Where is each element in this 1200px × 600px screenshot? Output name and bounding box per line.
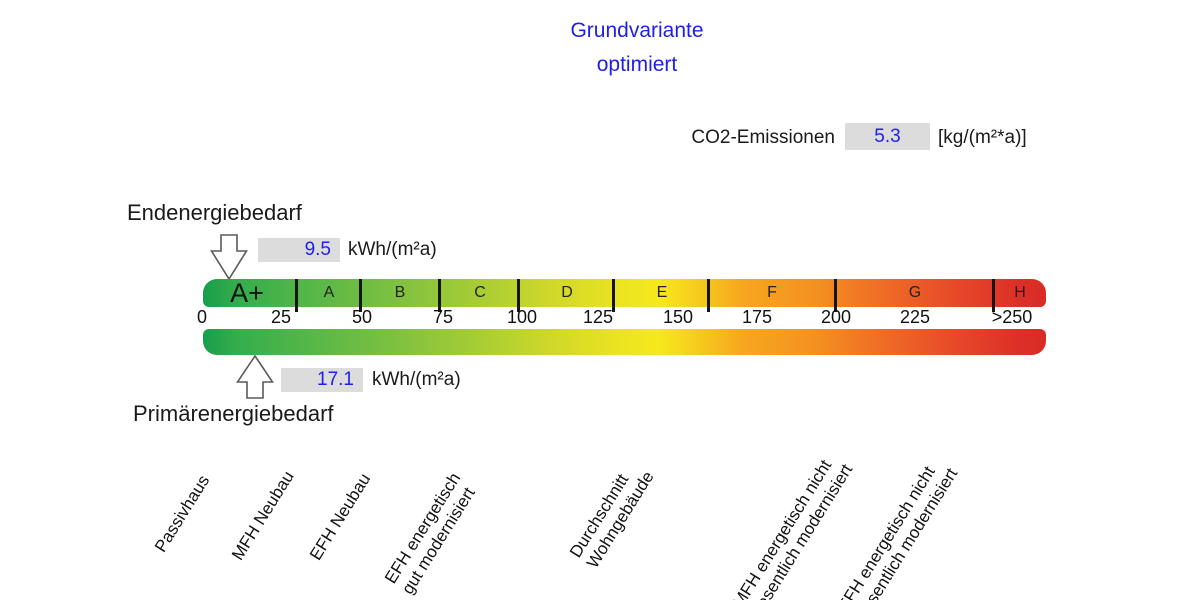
axis-tick-175: 175 <box>741 307 773 327</box>
endenergiebedarf-value: 9.5 <box>258 238 340 262</box>
axis-tick-225: 225 <box>899 307 931 327</box>
co2-emissions-value: 5.3 <box>845 123 930 150</box>
axis-tick-100: 100 <box>506 307 538 327</box>
ref-label-text: EFH Neubau <box>306 470 375 564</box>
scale-band-top <box>203 279 1046 307</box>
axis-tick-200: 200 <box>820 307 852 327</box>
ref-label-text: Passivhaus <box>151 471 214 556</box>
axis-tick-50: 50 <box>351 307 373 327</box>
class-letter-d: D <box>561 284 573 301</box>
class-boundary-tick-30 <box>295 279 298 312</box>
class-letter-b: B <box>394 284 406 301</box>
co2-emissions-label: CO2-Emissionen <box>691 127 835 148</box>
down-arrow-icon <box>210 234 248 285</box>
class-boundary-tick-200 <box>834 279 837 312</box>
class-letter-c: C <box>474 284 486 301</box>
axis-tick-250plus: >250 <box>991 307 1033 327</box>
class-boundary-tick-160 <box>707 279 710 312</box>
class-letter-a-plus: A+ <box>230 278 264 308</box>
class-letter-e: E <box>656 284 668 301</box>
axis-tick-150: 150 <box>662 307 694 327</box>
ref-label-mfh-nicht-modernisiert: MFH energetisch nicht wesentlich moderni… <box>729 450 857 600</box>
class-boundary-tick-75 <box>438 279 441 312</box>
class-boundary-tick-250 <box>992 279 995 312</box>
axis-tick-125: 125 <box>582 307 614 327</box>
axis-tick-75: 75 <box>432 307 454 327</box>
up-arrow-icon <box>235 354 275 404</box>
class-boundary-tick-100 <box>517 279 520 312</box>
class-letter-g: G <box>908 284 922 301</box>
ref-label-efh-gut-modernisiert: EFH energetisch gut modernisiert <box>381 469 482 598</box>
class-boundary-tick-50 <box>359 279 362 312</box>
ref-label-durchschnitt-wohngebaeude: Durchschnitt Wohngebäude <box>566 457 658 572</box>
co2-emissions-unit: [kg/(m²*a)] <box>938 127 1027 148</box>
axis-tick-25: 25 <box>270 307 292 327</box>
primaerenergiebedarf-unit: kWh/(m²a) <box>372 369 461 390</box>
ref-label-passivhaus: Passivhaus <box>151 472 214 556</box>
chart-title-line1: Grundvariante <box>570 19 704 42</box>
endenergiebedarf-unit: kWh/(m²a) <box>348 239 437 260</box>
class-letter-f: F <box>767 284 777 301</box>
primaerenergiebedarf-value: 17.1 <box>281 368 363 392</box>
class-letter-h: H <box>1014 284 1026 301</box>
axis-tick-0: 0 <box>196 307 207 327</box>
ref-label-mfh-neubau: MFH Neubau <box>228 468 299 564</box>
class-letter-a: A <box>323 284 335 301</box>
chart-title-line2: optimiert <box>596 53 678 76</box>
ref-label-text: MFH Neubau <box>228 467 298 564</box>
endenergiebedarf-label: Endenergiebedarf <box>127 200 302 225</box>
ref-label-efh-neubau: EFH Neubau <box>306 470 375 564</box>
efficiency-scale-bar: A+ A B C D E F G H 0 25 50 75 100 125 15… <box>197 278 1046 355</box>
class-boundary-tick-130 <box>612 279 615 312</box>
primaerenergiebedarf-label: Primärenergiebedarf <box>133 401 334 426</box>
scale-band-bottom <box>203 329 1046 355</box>
chart-title: Grundvariante optimiert <box>437 14 837 82</box>
